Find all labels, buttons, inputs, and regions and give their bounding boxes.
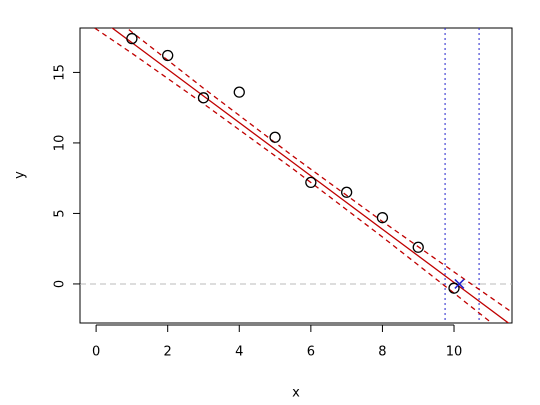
x-tick-label: 6 [307,345,315,360]
fit-line [111,28,510,323]
point [233,86,245,98]
point [126,32,138,45]
point [197,92,210,104]
x-axis-label: x [292,386,300,401]
confidence-band [93,28,493,323]
point [162,49,174,62]
point [269,131,281,143]
x-tick-label: 10 [446,345,463,360]
x-tick-label: 8 [378,345,386,360]
y-tick-label: 15 [53,64,68,81]
confidence-band [125,28,512,313]
point [305,176,317,189]
y-tick-label: 0 [53,280,68,288]
plot-box [79,27,513,324]
x-tick-label: 2 [164,345,172,360]
y-tick-label: 10 [53,135,68,152]
y-tick-label: 5 [53,209,68,217]
point [340,186,353,198]
plot-area [80,28,512,323]
y-axis-label: y [13,171,28,179]
point [376,212,389,224]
x-tick-label: 0 [92,345,100,360]
x-tick-label: 4 [235,345,243,360]
point [448,282,460,294]
point [412,241,424,253]
prediction-marker [454,278,465,289]
